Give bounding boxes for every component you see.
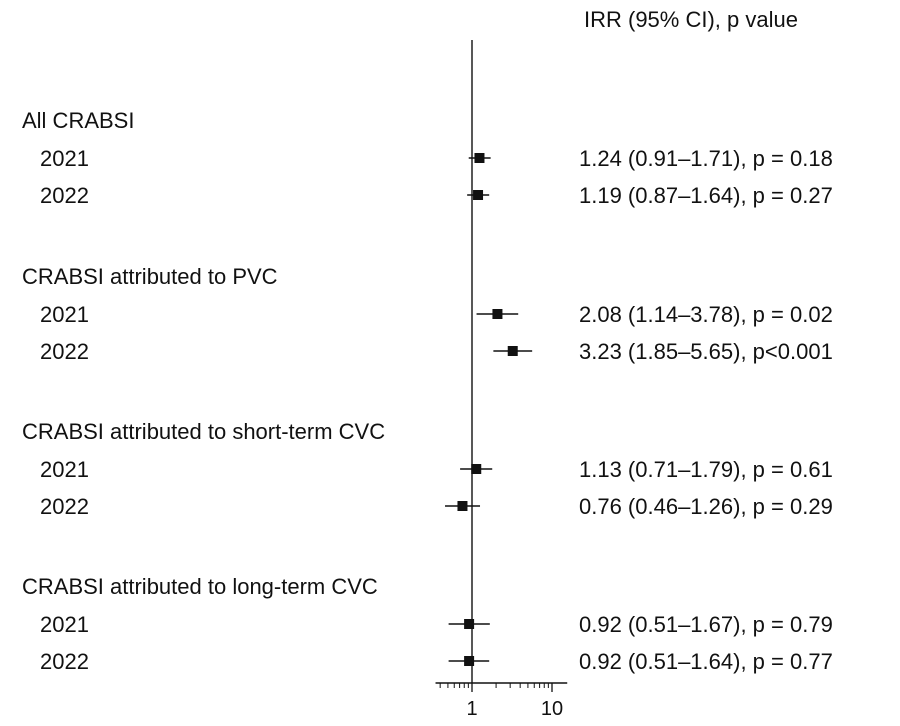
column-header: IRR (95% CI), p value — [584, 7, 798, 32]
row-year-label: 2022 — [40, 649, 89, 674]
row-year-label: 2022 — [40, 183, 89, 208]
point-estimate-marker — [507, 346, 518, 356]
point-estimate-marker — [473, 190, 484, 200]
irr-value-text: 3.23 (1.85–5.65), p<0.001 — [579, 339, 833, 364]
irr-value-text: 0.76 (0.46–1.26), p = 0.29 — [579, 494, 833, 519]
x-tick-label: 10 — [541, 698, 563, 720]
point-estimate-marker — [492, 309, 503, 319]
point-estimate-marker — [457, 501, 468, 511]
point-estimate-marker — [464, 619, 475, 629]
irr-value-text: 1.19 (0.87–1.64), p = 0.27 — [579, 183, 833, 208]
irr-value-text: 1.13 (0.71–1.79), p = 0.61 — [579, 457, 833, 482]
point-estimate-marker — [471, 464, 482, 474]
point-estimate-marker — [464, 656, 475, 666]
group-label: CRABSI attributed to short-term CVC — [22, 419, 385, 444]
point-estimate-marker — [474, 153, 485, 163]
row-year-label: 2021 — [40, 457, 89, 482]
row-year-label: 2021 — [40, 146, 89, 171]
irr-value-text: 0.92 (0.51–1.67), p = 0.79 — [579, 612, 833, 637]
row-year-label: 2022 — [40, 494, 89, 519]
row-year-label: 2021 — [40, 612, 89, 637]
irr-value-text: 2.08 (1.14–3.78), p = 0.02 — [579, 302, 833, 327]
group-label: All CRABSI — [22, 108, 134, 133]
irr-value-text: 1.24 (0.91–1.71), p = 0.18 — [579, 146, 833, 171]
group-label: CRABSI attributed to long-term CVC — [22, 574, 378, 599]
row-year-label: 2022 — [40, 339, 89, 364]
row-year-label: 2021 — [40, 302, 89, 327]
x-tick-label: 1 — [466, 698, 477, 720]
group-label: CRABSI attributed to PVC — [22, 264, 278, 289]
irr-value-text: 0.92 (0.51–1.64), p = 0.77 — [579, 649, 833, 674]
